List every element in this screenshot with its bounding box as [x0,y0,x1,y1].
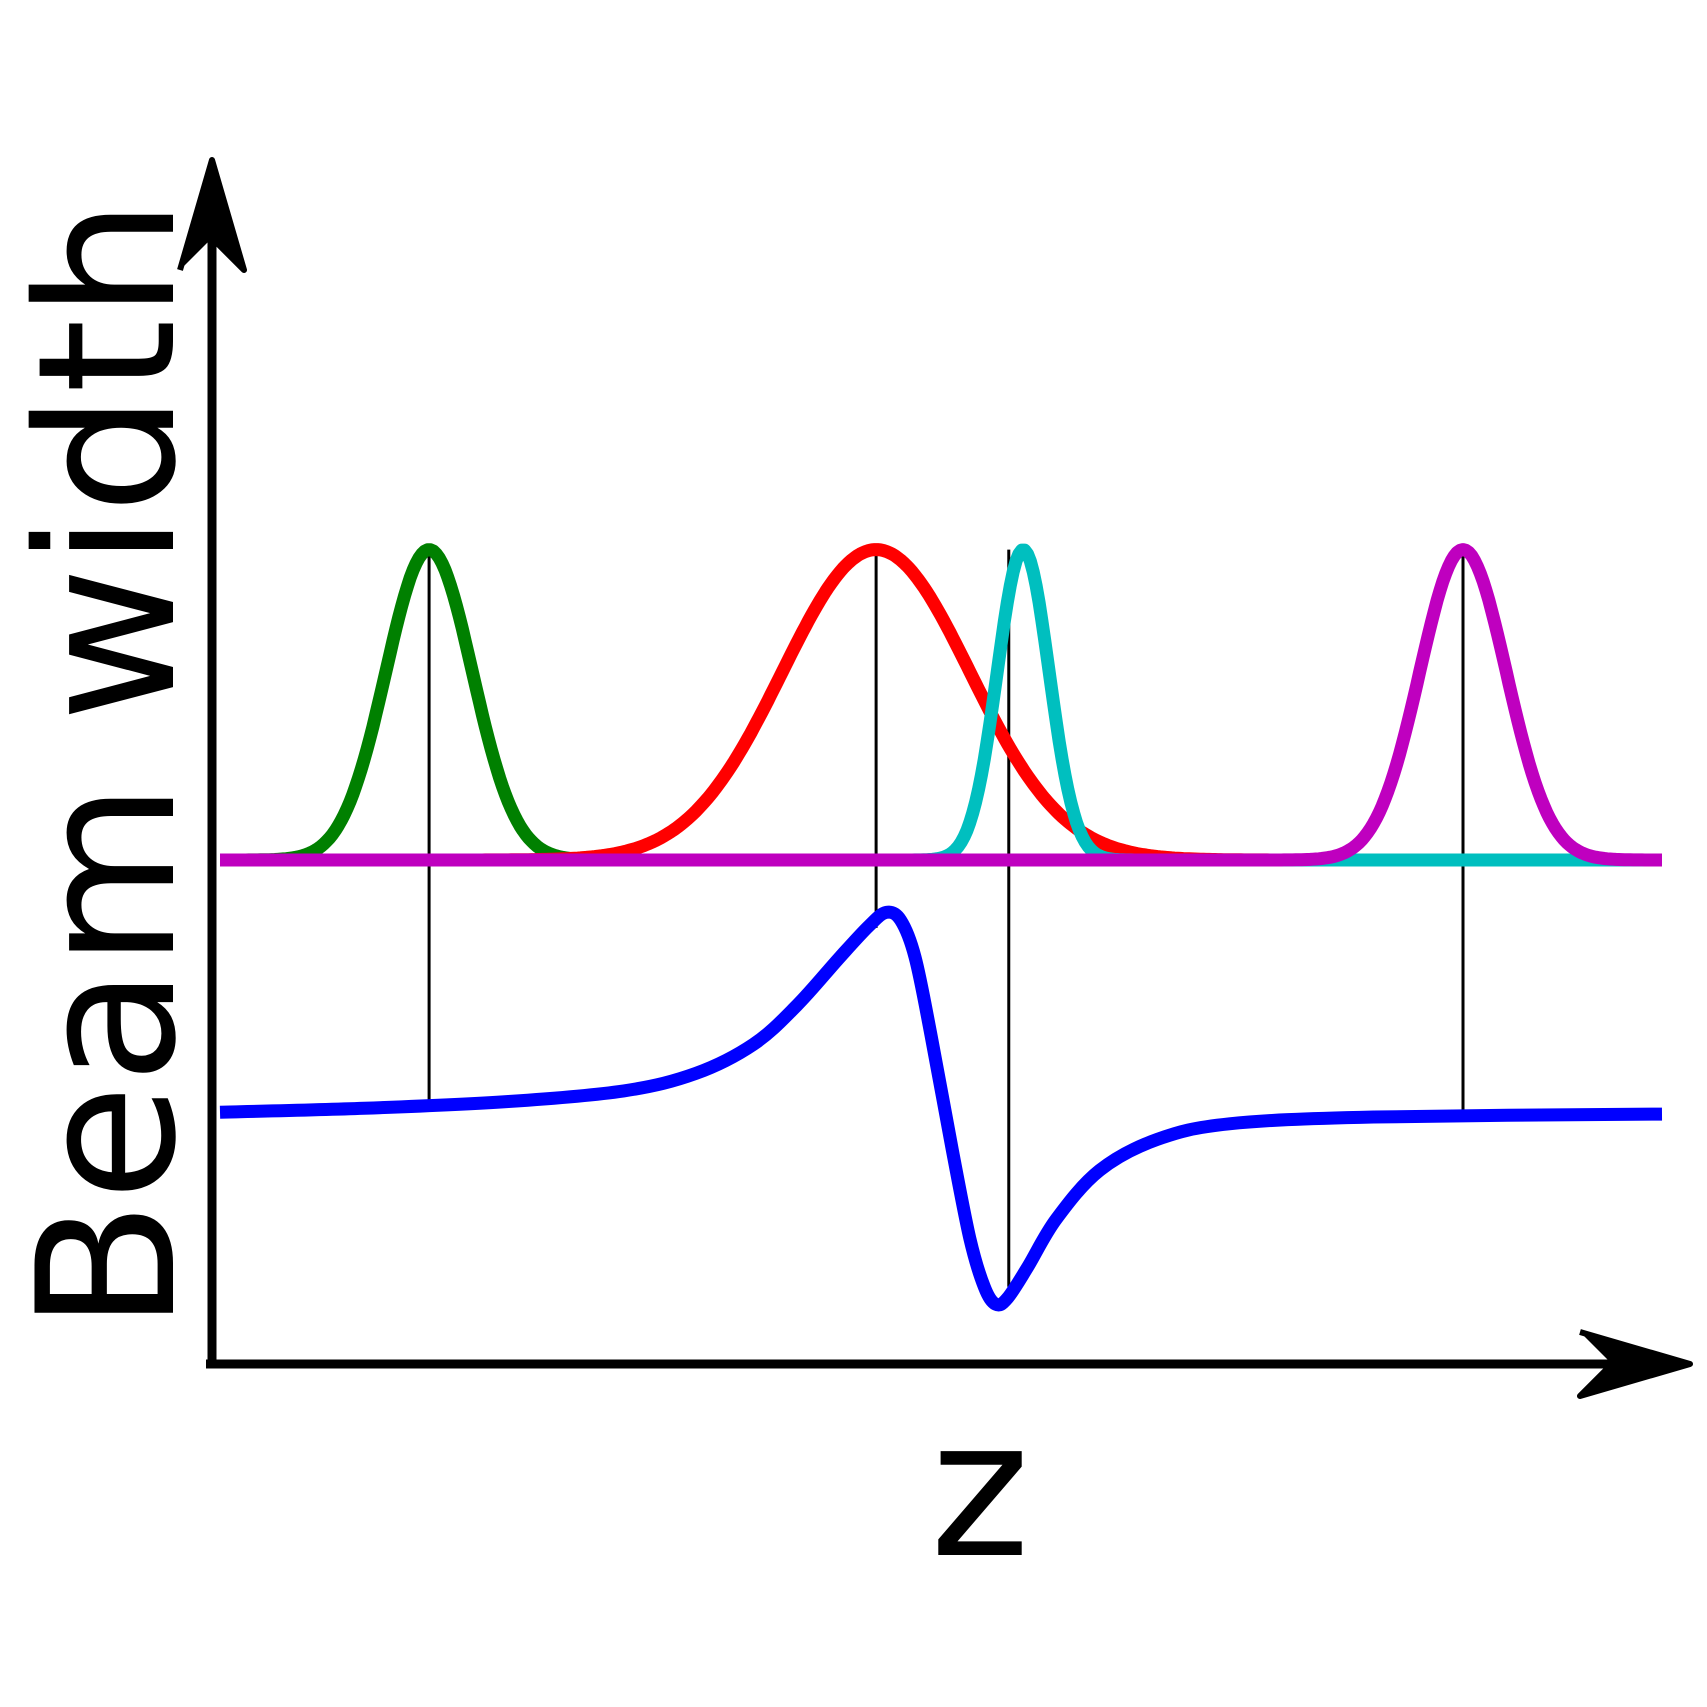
marker-lines [427,549,1465,1287]
beam-width-curve [219,905,1663,1312]
series-group [216,543,1666,1312]
y-axis-label: Beam width [0,199,218,1332]
profile-curve-1 [216,543,1666,867]
y-axis-arrowhead [177,157,247,273]
profile-curve-4 [216,543,1666,867]
profile-curve-2 [216,543,1666,867]
profile-curve-3 [216,543,1666,867]
x-axis-arrowhead [1577,1329,1693,1399]
x-axis-label: z [930,1379,1030,1600]
